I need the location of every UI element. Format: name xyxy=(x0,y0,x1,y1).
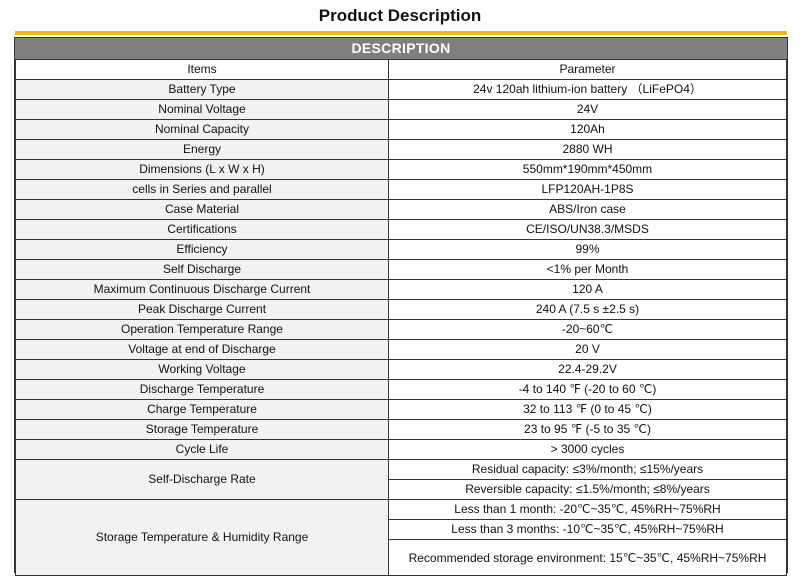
self-discharge-rate-label: Self-Discharge Rate xyxy=(15,459,389,500)
row-item-label: Maximum Continuous Discharge Current xyxy=(15,279,389,300)
row-item-label: cells in Series and parallel xyxy=(15,179,389,200)
table-row: Nominal Capacity 120Ah xyxy=(15,119,787,140)
row-parameter-value: 2880 WH xyxy=(388,139,787,160)
column-header-items: Items xyxy=(15,59,389,80)
table-row: Reversible capacity: ≤1.5%/month; ≤8%/ye… xyxy=(16,479,787,500)
row-item-label: Self Discharge xyxy=(15,259,389,280)
table-row: Nominal Voltage 24V xyxy=(15,99,787,120)
row-parameter-value: > 3000 cycles xyxy=(388,439,787,460)
table-row: Peak Discharge Current 240 A (7.5 s ±2.5 … xyxy=(15,299,787,320)
storage-humidity-value: Less than 1 month: -20℃~35℃, 45%RH~75%RH xyxy=(388,499,787,520)
row-parameter-value: 24v 120ah lithium-ion battery （LiFePO4） xyxy=(388,79,787,100)
table-row: Less than 3 months: -10℃~35℃, 45%RH~75%R… xyxy=(16,519,787,540)
table-row: Voltage at end of Discharge 20 V xyxy=(15,339,787,360)
storage-humidity-label: Storage Temperature & Humidity Range xyxy=(15,499,389,576)
self-discharge-rate-value: Residual capacity: ≤3%/month; ≤15%/years xyxy=(388,459,787,480)
row-parameter-value: 550mm*190mm*450mm xyxy=(388,159,787,180)
row-item-label: Energy xyxy=(15,139,389,160)
row-parameter-value: 120 A xyxy=(388,279,787,300)
row-item-label: Cycle Life xyxy=(15,439,389,460)
row-item-label: Operation Temperature Range xyxy=(15,319,389,340)
row-parameter-value: 20 V xyxy=(388,339,787,360)
column-header-parameter: Parameter xyxy=(388,59,787,80)
table-row: Efficiency 99% xyxy=(15,239,787,260)
row-item-label: Charge Temperature xyxy=(15,399,389,420)
table-title: DESCRIPTION xyxy=(15,38,787,59)
table-row: Battery Type 24v 120ah lithium-ion batter… xyxy=(15,79,787,100)
row-parameter-value: CE/ISO/UN38.3/MSDS xyxy=(388,219,787,240)
row-parameter-value: 120Ah xyxy=(388,119,787,140)
description-table-frame: DESCRIPTION Items Parameter Battery Type… xyxy=(14,37,788,576)
row-item-label: Certifications xyxy=(15,219,389,240)
table-row: Cycle Life > 3000 cycles xyxy=(15,439,787,460)
description-table: Items Parameter Battery Type 24v 120ah li… xyxy=(15,59,787,576)
row-parameter-value: -4 to 140 ℉ (-20 to 60 ℃) xyxy=(388,379,787,400)
row-item-label: Dimensions (L x W x H) xyxy=(15,159,389,180)
row-item-label: Nominal Voltage xyxy=(15,99,389,120)
storage-humidity-value: Recommended storage environment: 15℃~35℃… xyxy=(388,539,787,576)
row-parameter-value: LFP120AH-1P8S xyxy=(388,179,787,200)
storage-humidity-value: Less than 3 months: -10℃~35℃, 45%RH~75%R… xyxy=(388,519,787,540)
table-row: Working Voltage 22.4-29.2V xyxy=(15,359,787,380)
table-row: cells in Series and parallel LFP120AH-1P8… xyxy=(15,179,787,200)
table-row: Energy 2880 WH xyxy=(15,139,787,160)
table-row: Dimensions (L x W x H) 550mm*190mm*450mm xyxy=(15,159,787,180)
row-parameter-value: <1% per Month xyxy=(388,259,787,280)
row-item-label: Storage Temperature xyxy=(15,419,389,440)
row-parameter-value: -20~60℃ xyxy=(388,319,787,340)
table-row: Discharge Temperature -4 to 140 ℉ (-20 to… xyxy=(15,379,787,400)
row-parameter-value: 32 to 113 ℉ (0 to 45 ℃) xyxy=(388,399,787,420)
table-row: Recommended storage environment: 15℃~35℃… xyxy=(16,539,787,576)
row-item-label: Working Voltage xyxy=(15,359,389,380)
title-underline xyxy=(15,31,787,35)
row-parameter-value: 240 A (7.5 s ±2.5 s) xyxy=(388,299,787,320)
column-header-row: Items Parameter xyxy=(15,59,787,80)
table-row: Certifications CE/ISO/UN38.3/MSDS xyxy=(15,219,787,240)
row-parameter-value: 24V xyxy=(388,99,787,120)
row-item-label: Case Material xyxy=(15,199,389,220)
row-item-label: Battery Type xyxy=(15,79,389,100)
self-discharge-rate-value: Reversible capacity: ≤1.5%/month; ≤8%/ye… xyxy=(388,479,787,500)
row-item-label: Discharge Temperature xyxy=(15,379,389,400)
row-item-label: Peak Discharge Current xyxy=(15,299,389,320)
table-row: Storage Temperature 23 to 95 ℉ (-5 to 35 … xyxy=(15,419,787,440)
table-row: Self-Discharge Rate Residual capacity: ≤3… xyxy=(15,459,787,500)
row-item-label: Voltage at end of Discharge xyxy=(15,339,389,360)
row-parameter-value: ABS/Iron case xyxy=(388,199,787,220)
row-parameter-value: 22.4-29.2V xyxy=(388,359,787,380)
table-row: Operation Temperature Range -20~60℃ xyxy=(15,319,787,340)
row-parameter-value: 99% xyxy=(388,239,787,260)
row-parameter-value: 23 to 95 ℉ (-5 to 35 ℃) xyxy=(388,419,787,440)
page-title: Product Description xyxy=(318,6,482,25)
table-row: Charge Temperature 32 to 113 ℉ (0 to 45 ℃… xyxy=(15,399,787,420)
table-row: Storage Temperature & Humidity Range Less… xyxy=(15,499,787,576)
table-row: Self Discharge <1% per Month xyxy=(15,259,787,280)
table-row: Case Material ABS/Iron case xyxy=(15,199,787,220)
table-row: Maximum Continuous Discharge Current 120 … xyxy=(15,279,787,300)
row-item-label: Efficiency xyxy=(15,239,389,260)
row-item-label: Nominal Capacity xyxy=(15,119,389,140)
